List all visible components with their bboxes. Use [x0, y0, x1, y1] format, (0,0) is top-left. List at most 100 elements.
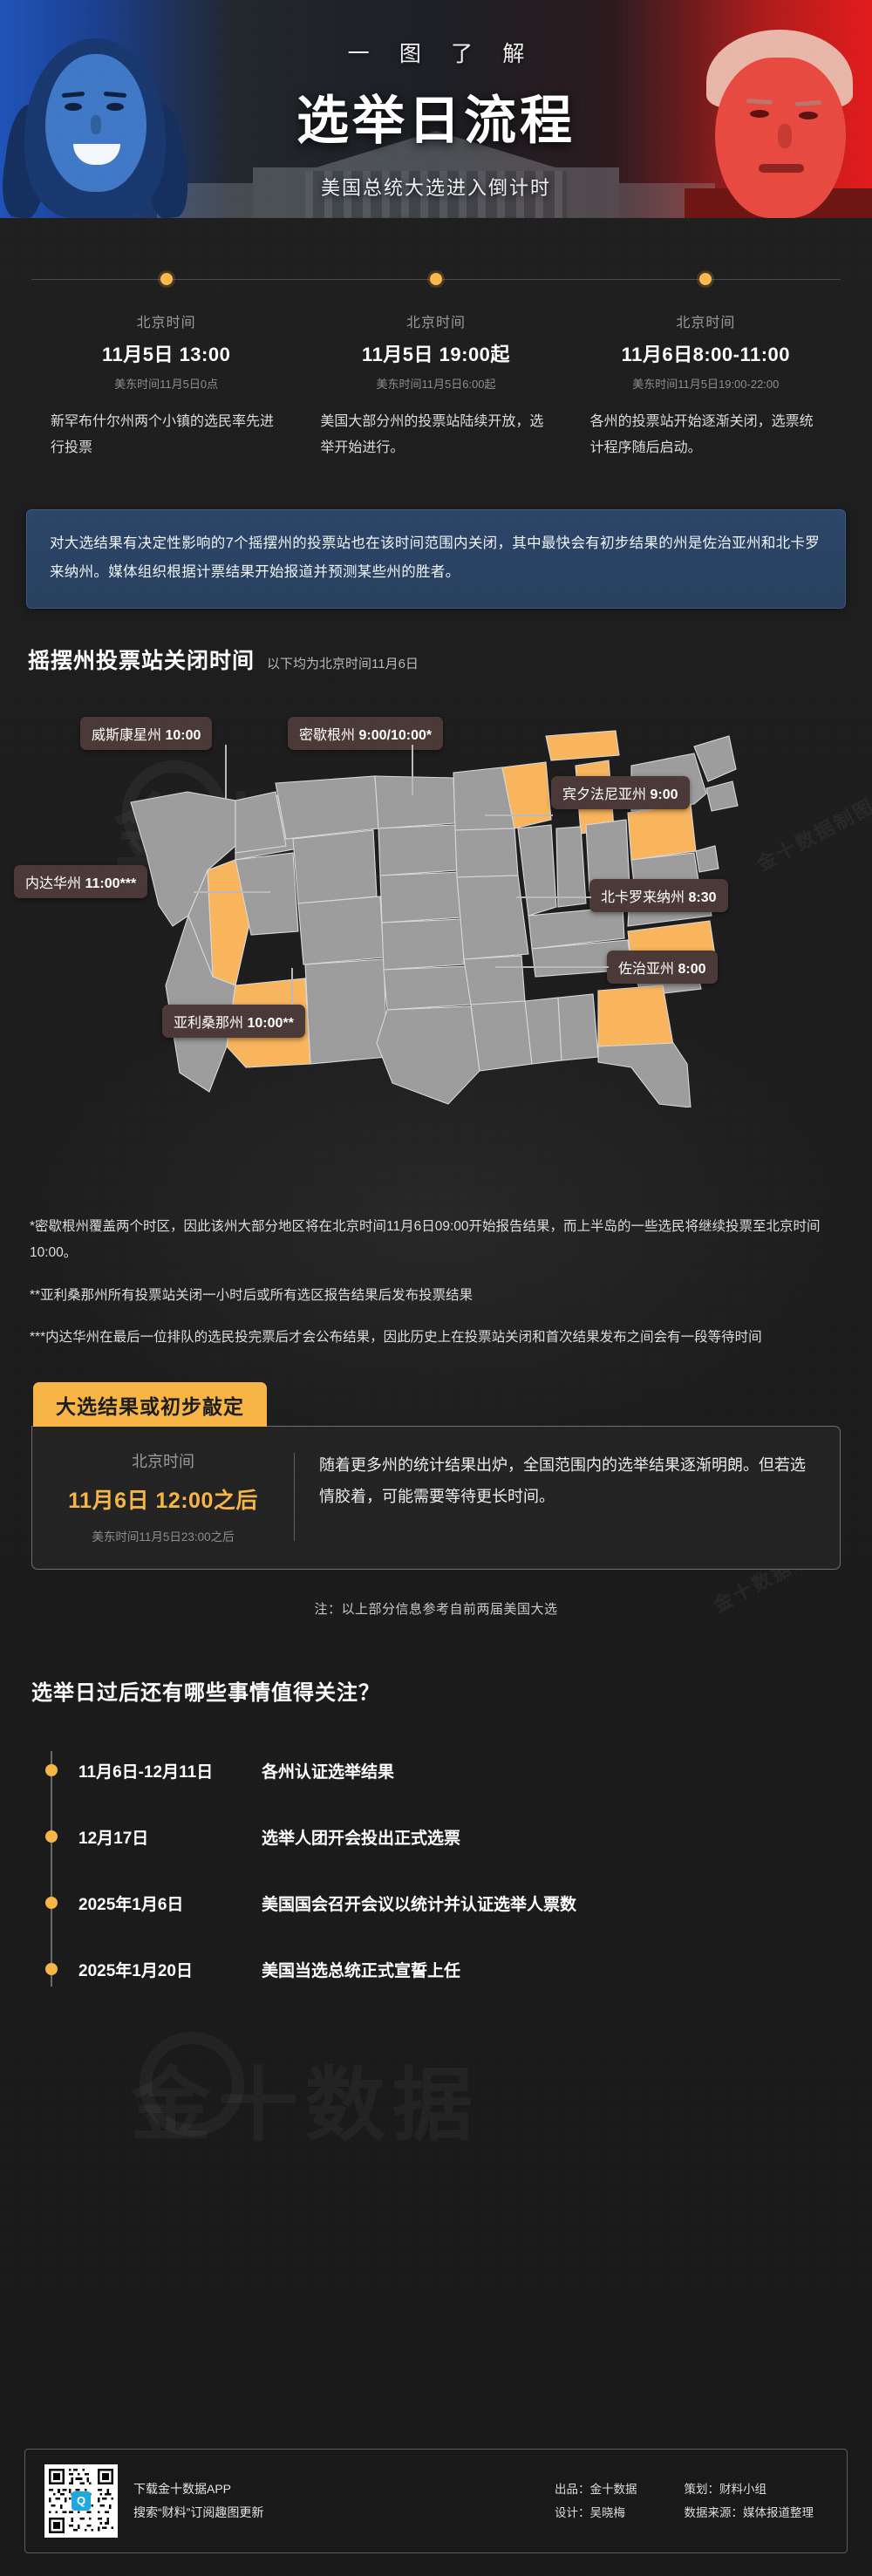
list-item-date: 12月17日 [78, 1829, 149, 1848]
map-label-pennsylvania: 宾夕法尼亚州 9:00 [551, 776, 690, 810]
result-beijing-label: 北京时间 [132, 1453, 194, 1471]
map-label-georgia: 佐治亚州 8:00 [607, 951, 718, 985]
timeline-description: 美国大部分州的投票站陆续开放，选举开始进行。 [320, 414, 544, 455]
result-divider [294, 1453, 295, 1542]
leader-line [516, 896, 591, 898]
list-item: 12月17日 选举人团开会投出正式选票 [45, 1810, 872, 1863]
bullet-dot-icon [45, 1830, 58, 1843]
map-label-nevada: 内达华州 11:00*** [14, 865, 148, 899]
timeline-step: 北京时间 11月5日 13:00 美东时间11月5日0点 新罕布什尔州两个小镇的… [31, 273, 301, 460]
leader-line [291, 968, 293, 1005]
harris-portrait [0, 0, 187, 218]
map-label-time: 8:00 [678, 962, 706, 978]
header-kicker: 一 图 了 解 [347, 43, 537, 66]
map-subtitle: 以下均为北京时间11月6日 [267, 657, 419, 672]
us-map-area: 威斯康星州 10:00 密歇根州 9:00/10:00* 宾夕法尼亚州 9:00… [0, 682, 872, 1214]
list-item-text: 美国国会召开会议以统计并认证选举人票数 [262, 1895, 577, 1914]
result-tab-label: 大选结果或初步敲定 [33, 1382, 267, 1428]
page-title: 选举日流程 [296, 92, 576, 150]
timeline-dot-icon [429, 273, 442, 285]
map-label-time: 9:00/10:00* [358, 728, 433, 744]
footer-app-line2: 搜索“财料”订阅趣图更新 [133, 2505, 264, 2519]
footer-producer: 出品：金十数据 [555, 2483, 637, 2496]
map-label-time: 8:30 [688, 890, 717, 906]
timeline-description: 新罕布什尔州两个小镇的选民率先进行投票 [51, 414, 275, 455]
timeline-step: 北京时间 11月6日8:00-11:00 美东时间11月5日19:00-22:0… [571, 273, 841, 460]
map-label-time: 11:00*** [85, 876, 137, 892]
footer-planner: 策划：财料小组 [684, 2483, 767, 2496]
result-us-time: 美东时间11月5日23:00之后 [92, 1530, 235, 1544]
map-title: 摇摆州投票站关闭时间 [28, 649, 255, 674]
map-label-state: 内达华州 [25, 876, 82, 892]
footer-designer: 设计：吴晓梅 [555, 2506, 625, 2519]
list-item: 2025年1月6日 美国国会召开会议以统计并认证选举人票数 [45, 1877, 872, 1929]
map-section-header: 摇摆州投票站关闭时间 以下均为北京时间11月6日 [28, 644, 872, 675]
timeline-dot-icon [160, 273, 173, 285]
list-item-text: 各州认证选举结果 [262, 1762, 395, 1782]
list-item-text: 美国当选总统正式宣誓上任 [262, 1961, 461, 1980]
map-label-state: 宾夕法尼亚州 [562, 787, 647, 803]
map-label-state: 北卡罗来纳州 [601, 890, 685, 906]
result-section: 大选结果或初步敲定 北京时间 11月6日 12:00之后 美东时间11月5日23… [31, 1382, 841, 1571]
map-label-michigan: 密歇根州 9:00/10:00* [288, 717, 444, 751]
list-item-date: 11月6日-12月11日 [78, 1762, 214, 1782]
timeline-beijing-time: 11月6日8:00-11:00 [621, 344, 791, 365]
result-description: 随着更多州的统计结果出炉，全国范围内的选举结果逐渐明朗。但若选情胶着，可能需要等… [319, 1456, 806, 1506]
footer-app-info: 下载金十数据APP 搜索“财料”订阅趣图更新 [133, 2477, 263, 2524]
timeline-description: 各州的投票站开始逐渐关闭，选票统计程序随后启动。 [589, 414, 814, 455]
result-beijing-time: 11月6日 12:00之后 [68, 1489, 258, 1514]
timeline-dot-icon [699, 273, 712, 285]
map-label-time: 9:00 [650, 787, 678, 803]
swing-state-note: 对大选结果有决定性影响的7个摇摆州的投票站也在该时间范围内关闭，其中最快会有初步… [26, 509, 846, 610]
footnote-item: *密歇根州覆盖两个时区，因此该州大部分地区将在北京时间11月6日09:00开始报… [30, 1219, 821, 1261]
bullet-dot-icon [45, 1963, 58, 1976]
map-label-arizona: 亚利桑那州 10:00** [162, 1005, 305, 1039]
footnote-item: ***内达华州在最后一位排队的选民投完票后才会公布结果，因此历史上在投票站关闭和… [30, 1329, 762, 1345]
list-item-date: 2025年1月6日 [78, 1895, 184, 1914]
map-label-time: 10:00 [165, 728, 201, 744]
map-label-state: 威斯康星州 [92, 728, 162, 744]
timeline-us-time: 美东时间11月5日6:00起 [376, 378, 496, 391]
after-section-list: 11月6日-12月11日 各州认证选举结果 12月17日 选举人团开会投出正式选… [45, 1744, 872, 1995]
footer-credits: 出品：金十数据 设计：吴晓梅 策划：财料小组 数据来源：媒体报道整理 [555, 2477, 828, 2525]
list-item-text: 选举人团开会投出正式选票 [262, 1829, 461, 1848]
footnotes-section: *密歇根州覆盖两个时区，因此该州大部分地区将在北京时间11月6日09:00开始报… [30, 1214, 842, 1351]
footer-source: 数据来源：媒体报道整理 [684, 2506, 814, 2519]
timeline-us-time: 美东时间11月5日19:00-22:00 [632, 378, 780, 391]
timeline-beijing-label: 北京时间 [405, 316, 466, 331]
qr-code[interactable]: Q [44, 2464, 118, 2538]
leader-line [412, 745, 413, 796]
map-label-north-carolina: 北卡罗来纳州 8:30 [589, 879, 728, 913]
timeline-us-time: 美东时间11月5日0点 [114, 378, 219, 391]
leader-line [225, 745, 227, 800]
timeline-beijing-label: 北京时间 [136, 316, 196, 331]
map-label-wisconsin: 威斯康星州 10:00 [80, 717, 213, 751]
qr-logo-icon: Q [72, 2491, 91, 2511]
footer-app-line1: 下载金十数据APP [133, 2482, 232, 2497]
bullet-dot-icon [45, 1764, 58, 1777]
header-banner: 一 图 了 解 选举日流程 美国总统大选进入倒计时 选举结果何时见分晓？ [0, 0, 872, 218]
map-label-state: 佐治亚州 [618, 962, 675, 978]
trump-portrait [685, 0, 872, 218]
watermark-brand: 金十数据 [131, 2041, 480, 2157]
leader-line [194, 891, 270, 893]
leader-line [495, 966, 609, 968]
map-label-state: 亚利桑那州 [174, 1016, 244, 1032]
footnote-item: **亚利桑那州所有投票站关闭一小时后或所有选区报告结果后发布投票结果 [30, 1287, 473, 1303]
after-section-title: 选举日过后还有哪些事情值得关注？ [31, 1681, 380, 1706]
map-label-state: 密歇根州 [299, 728, 356, 744]
after-list-axis [51, 1751, 52, 1987]
timeline-beijing-time: 11月5日 19:00起 [362, 344, 510, 365]
timeline-beijing-time: 11月5日 13:00 [101, 344, 231, 365]
center-note: 注：以上部分信息参考自前两届美国大选 [314, 1602, 558, 1618]
watermark-ring [140, 2032, 244, 2136]
header-subtitle-line1: 美国总统大选进入倒计时 [320, 177, 551, 199]
result-time-block: 北京时间 11月6日 12:00之后 美东时间11月5日23:00之后 [32, 1449, 294, 1544]
timeline-section: 北京时间 11月5日 13:00 美东时间11月5日0点 新罕布什尔州两个小镇的… [0, 273, 872, 460]
bullet-dot-icon [45, 1897, 58, 1910]
timeline-beijing-label: 北京时间 [676, 316, 736, 331]
list-item-date: 2025年1月20日 [78, 1961, 193, 1980]
map-label-time: 10:00** [247, 1016, 294, 1032]
timeline-step: 北京时间 11月5日 19:00起 美东时间11月5日6:00起 美国大部分州的… [301, 273, 570, 460]
